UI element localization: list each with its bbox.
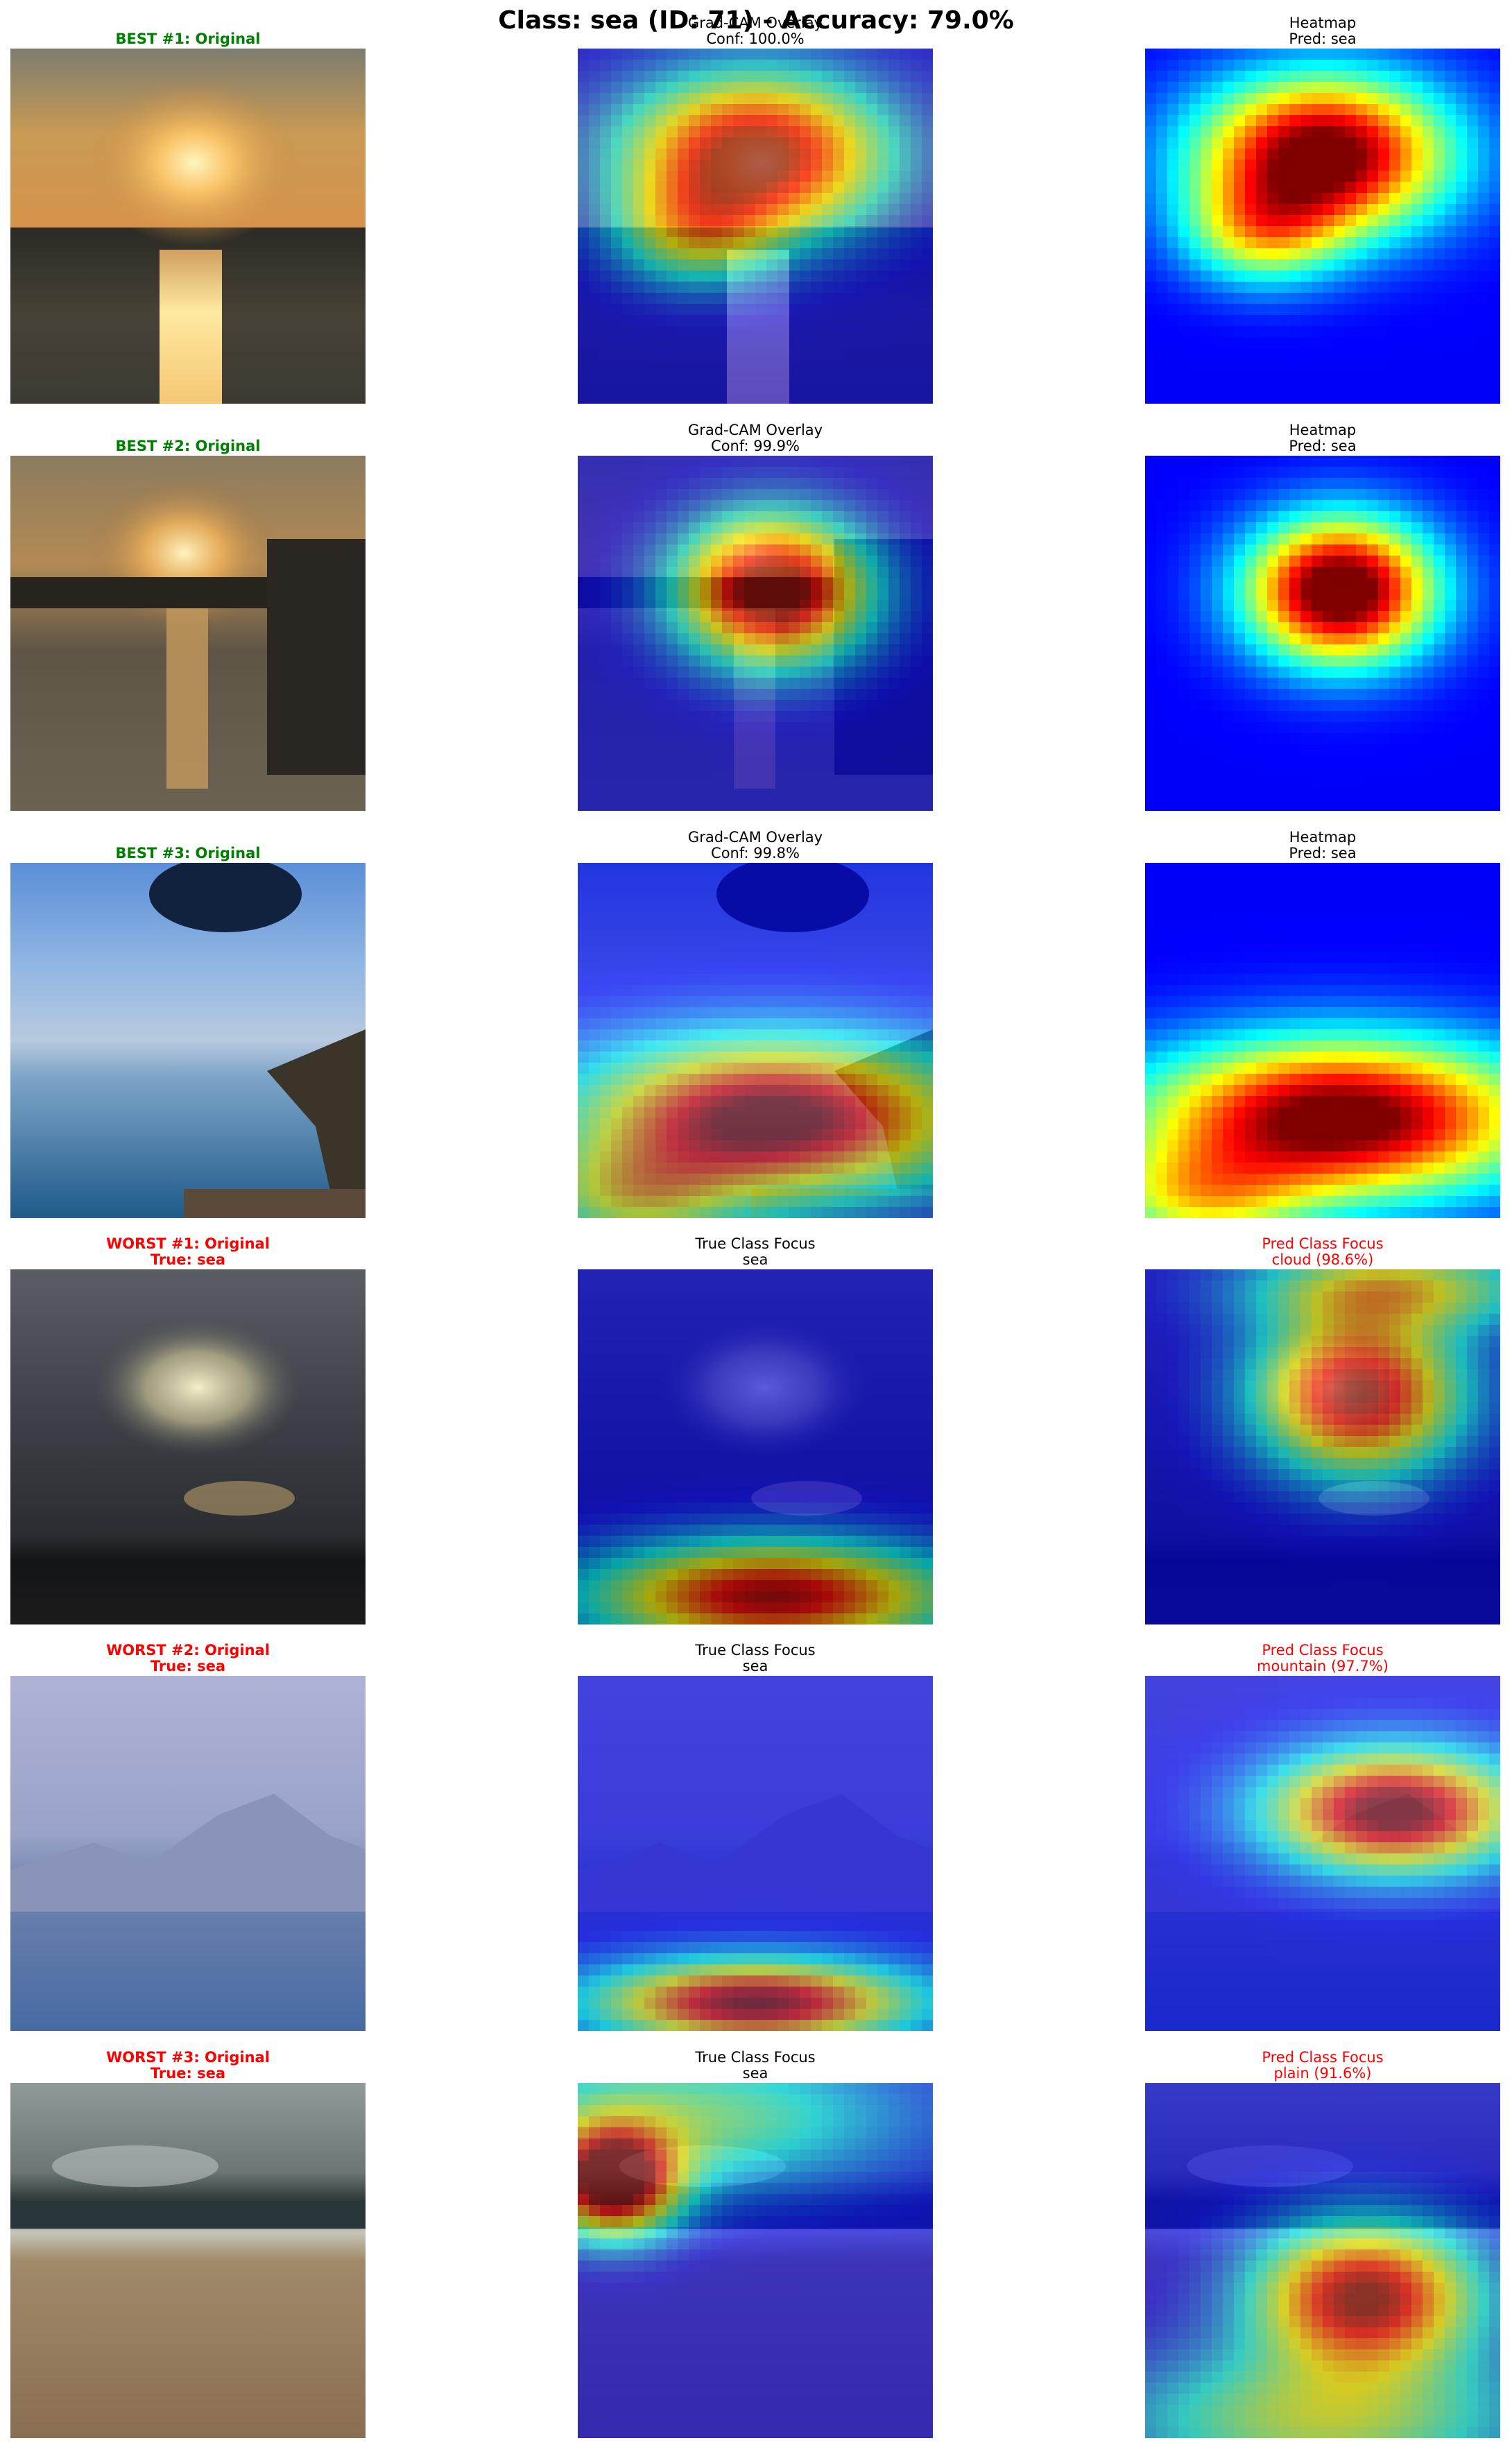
original-image-panel (10, 1269, 366, 1624)
heatmap-title: Heatmap Pred: sea (1115, 15, 1512, 47)
original-image-panel (10, 49, 366, 404)
gradcam-overlay-image (578, 1269, 933, 1624)
gradcam-overlay-panel (578, 2083, 933, 2438)
original-image-image (10, 49, 366, 404)
gradcam-overlay-title-line2: Conf: 100.0% (706, 31, 805, 47)
original-image-title-line2: True: sea (150, 2065, 226, 2082)
gradcam-overlay-title-line2: sea (742, 2065, 768, 2082)
heatmap-panel (1145, 1676, 1500, 2031)
heatmap-image (1145, 1676, 1500, 2031)
original-image-title-line1: BEST #2: Original (115, 438, 261, 454)
original-image-panel (10, 1676, 366, 2031)
figure-title: Class: sea (ID: 71) - Accuracy: 79.0% (498, 6, 1014, 35)
heatmap-image (1145, 49, 1500, 404)
gradcam-overlay-title-line2: sea (742, 1251, 768, 1268)
original-image-title-line1: BEST #3: Original (115, 845, 261, 861)
gradcam-overlay-title-line2: sea (742, 1658, 768, 1674)
gradcam-overlay-title-line2: Conf: 99.8% (711, 845, 800, 861)
original-image-image (10, 1269, 366, 1624)
heatmap-panel (1145, 456, 1500, 811)
original-image-title: BEST #1: Original (0, 31, 396, 47)
gradcam-overlay-panel (578, 1269, 933, 1624)
original-image-title-line1: BEST #1: Original (115, 31, 261, 47)
gradcam-overlay-image (578, 456, 933, 811)
heatmap-panel (1145, 49, 1500, 404)
original-image-title-line1: WORST #1: Original (106, 1235, 270, 1252)
original-image-image (10, 1676, 366, 2031)
gradcam-overlay-title: True Class Focus sea (547, 1643, 963, 1674)
original-image-title-line1: WORST #3: Original (106, 2049, 270, 2066)
original-image-title: WORST #1: Original True: sea (0, 1236, 396, 1268)
gradcam-overlay-panel (578, 1676, 933, 2031)
heatmap-title-line1: Heatmap (1289, 15, 1357, 31)
gradcam-overlay-image (578, 1676, 933, 2031)
gradcam-overlay-title: Grad-CAM Overlay Conf: 100.0% (547, 15, 963, 47)
heatmap-title-line1: Pred Class Focus (1262, 2049, 1384, 2066)
heatmap-title-line1: Pred Class Focus (1262, 1642, 1384, 1658)
gradcam-overlay-title: Grad-CAM Overlay Conf: 99.8% (547, 830, 963, 861)
gradcam-overlay-title-line1: True Class Focus (695, 1235, 816, 1252)
gradcam-overlay-title-line1: Grad-CAM Overlay (687, 829, 823, 846)
heatmap-image (1145, 2083, 1500, 2438)
gradcam-overlay-panel (578, 456, 933, 811)
gradcam-overlay-panel (578, 863, 933, 1218)
original-image-panel (10, 863, 366, 1218)
heatmap-title-line1: Pred Class Focus (1262, 1235, 1384, 1252)
original-image-panel (10, 456, 366, 811)
original-image-panel (10, 2083, 366, 2438)
heatmap-image (1145, 863, 1500, 1218)
heatmap-title: Heatmap Pred: sea (1115, 830, 1512, 861)
heatmap-title: Pred Class Focus cloud (98.6%) (1115, 1236, 1512, 1268)
gradcam-overlay-panel (578, 49, 933, 404)
original-image-title-line2: True: sea (150, 1251, 226, 1268)
heatmap-panel (1145, 863, 1500, 1218)
heatmap-title-line2: Pred: sea (1289, 845, 1357, 861)
gradcam-overlay-title-line1: True Class Focus (695, 1642, 816, 1658)
original-image-title-line1: WORST #2: Original (106, 1642, 270, 1658)
gradcam-overlay-title: True Class Focus sea (547, 2050, 963, 2082)
gradcam-overlay-title-line1: Grad-CAM Overlay (687, 422, 823, 438)
heatmap-title-line1: Heatmap (1289, 829, 1357, 846)
heatmap-title: Heatmap Pred: sea (1115, 422, 1512, 454)
original-image-title: WORST #2: Original True: sea (0, 1643, 396, 1674)
gradcam-overlay-image (578, 2083, 933, 2438)
heatmap-title-line2: Pred: sea (1289, 31, 1357, 47)
original-image-title: BEST #3: Original (0, 846, 396, 861)
original-image-title: BEST #2: Original (0, 438, 396, 454)
original-image-title-line2: True: sea (150, 1658, 226, 1674)
heatmap-image (1145, 1269, 1500, 1624)
gradcam-overlay-title: True Class Focus sea (547, 1236, 963, 1268)
gradcam-overlay-title-line1: Grad-CAM Overlay (687, 15, 823, 31)
heatmap-image (1145, 456, 1500, 811)
original-image-title: WORST #3: Original True: sea (0, 2050, 396, 2082)
gradcam-overlay-title-line2: Conf: 99.9% (711, 438, 800, 454)
gradcam-overlay-image (578, 863, 933, 1218)
original-image-image (10, 456, 366, 811)
original-image-image (10, 2083, 366, 2438)
heatmap-title-line2: plain (91.6%) (1273, 2065, 1372, 2082)
heatmap-title-line1: Heatmap (1289, 422, 1357, 438)
gradcam-overlay-title-line1: True Class Focus (695, 2049, 816, 2066)
heatmap-title: Pred Class Focus mountain (97.7%) (1115, 1643, 1512, 1674)
gradcam-overlay-image (578, 49, 933, 404)
original-image-image (10, 863, 366, 1218)
heatmap-panel (1145, 1269, 1500, 1624)
heatmap-title-line2: Pred: sea (1289, 438, 1357, 454)
heatmap-title-line2: mountain (97.7%) (1257, 1658, 1389, 1674)
heatmap-title-line2: cloud (98.6%) (1271, 1251, 1374, 1268)
heatmap-title: Pred Class Focus plain (91.6%) (1115, 2050, 1512, 2082)
gradcam-overlay-title: Grad-CAM Overlay Conf: 99.9% (547, 422, 963, 454)
heatmap-panel (1145, 2083, 1500, 2438)
